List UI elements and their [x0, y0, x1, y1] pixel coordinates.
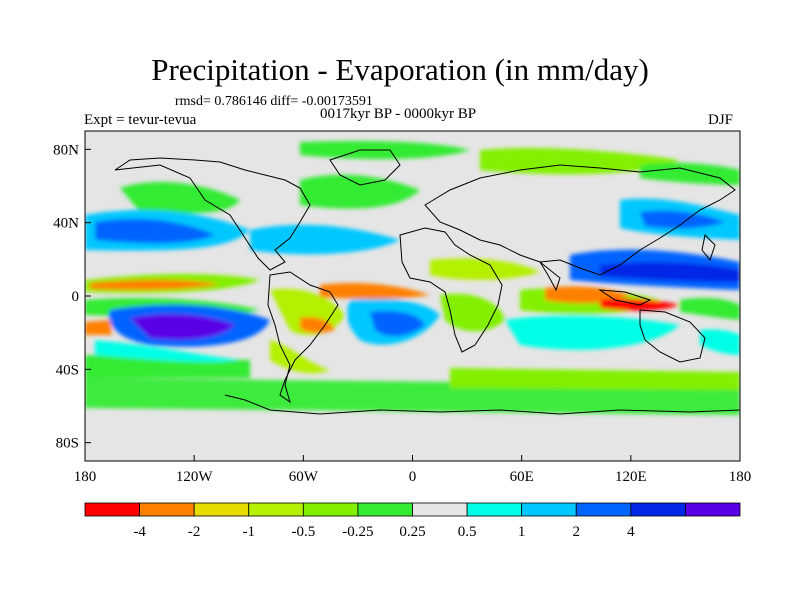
colorbar-swatch	[84, 502, 140, 517]
colorbar-label: 0.25	[399, 524, 425, 540]
colorbar-swatch	[193, 502, 250, 517]
lon-tick-label: 0	[409, 469, 417, 485]
colorbar-swatch	[139, 502, 195, 517]
colorbar-swatch	[248, 502, 304, 517]
colorbar-swatch	[575, 502, 632, 517]
colorbar-label: -2	[188, 524, 201, 540]
period-subtitle: 0017kyr BP - 0000kyr BP	[320, 106, 477, 122]
lat-tick-label: 80N	[53, 142, 79, 158]
colorbar-swatch	[412, 502, 468, 517]
colorbar-label: -4	[133, 524, 146, 540]
coastline-layer	[114, 149, 740, 415]
lon-tick-label: 60E	[510, 469, 534, 485]
lat-tick-label: 80S	[56, 436, 79, 452]
colorbar-label: -0.5	[291, 524, 315, 540]
colorbar-swatch	[685, 502, 741, 517]
colorbar-label: -1	[243, 524, 256, 540]
lon-tick-label: 180	[729, 469, 752, 485]
colorbar: -4 -2 -1 -0.5 -0.25 0.25 0.5 1 2 4	[84, 502, 741, 540]
lon-tick-label: 120E	[615, 469, 647, 485]
lon-tick-label: 60W	[289, 469, 319, 485]
map-title: Precipitation - Evaporation (in mm/day)	[151, 52, 649, 87]
colorbar-label: 0.5	[458, 524, 477, 540]
colorbar-swatch	[302, 502, 359, 517]
lat-tick-label: 40N	[53, 216, 79, 232]
experiment-label: Expt = tevur-tevua	[84, 112, 197, 128]
field-layer	[85, 131, 740, 461]
stats-label: rmsd= 0.786146 diff= -0.00173591	[175, 94, 373, 109]
colorbar-label: 4	[627, 524, 635, 540]
lat-tick-label: 40S	[56, 362, 79, 378]
longitude-axis: 180 120W 60W 0 60E 120E 180	[74, 455, 752, 485]
colorbar-label: 2	[573, 524, 581, 540]
colorbar-swatch	[630, 502, 686, 517]
colorbar-swatch	[357, 502, 413, 517]
colorbar-label: 1	[518, 524, 526, 540]
lat-tick-label: 0	[72, 289, 80, 305]
colorbar-label: -0.25	[342, 524, 373, 540]
colorbar-swatch	[521, 502, 577, 517]
lon-tick-label: 120W	[176, 469, 214, 485]
season-label: DJF	[708, 112, 734, 128]
lon-tick-label: 180	[74, 469, 97, 485]
colorbar-swatch	[466, 502, 523, 517]
latitude-axis: 80N 40N 0 40S 80S	[53, 142, 91, 452]
